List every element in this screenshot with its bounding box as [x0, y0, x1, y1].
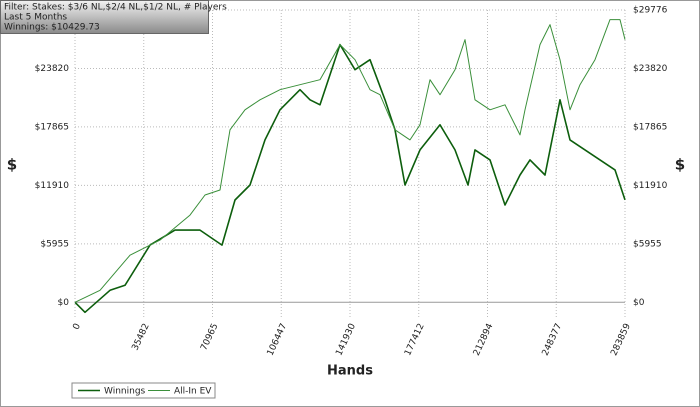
x-tick-label: 0	[71, 322, 83, 332]
y-tick-label: $5955	[40, 239, 69, 249]
filter-text: Filter: Stakes: $3/6 NL,$2/4 NL,$1/2 NL,…	[4, 3, 227, 13]
legend-label: All-In EV	[174, 387, 212, 397]
y-tick-label: $11910	[35, 181, 70, 191]
y-tick-label: $23820	[35, 64, 70, 74]
filter-text: Last 5 Months	[4, 13, 67, 23]
filter-text: Winnings: $10429.73	[4, 23, 100, 33]
filter-box	[0, 0, 209, 34]
y2-tick-label: $11910	[633, 181, 668, 191]
legend-label: Winnings	[104, 387, 146, 397]
y2-axis-label: $	[675, 156, 685, 174]
y-tick-label: $17865	[35, 122, 69, 132]
y2-tick-label: $23820	[633, 64, 668, 74]
x-axis-label: Hands	[327, 364, 373, 379]
y2-tick-label: $5955	[633, 239, 662, 249]
line-series	[74, 43, 626, 314]
y2-tick-label: $29776	[633, 6, 668, 16]
y-tick-label: $0	[58, 298, 70, 308]
y2-tick-label: $0	[633, 298, 645, 308]
legend-box	[71, 382, 216, 399]
y-axis-label: $	[7, 156, 17, 174]
line-series	[74, 19, 626, 303]
y2-tick-label: $17865	[633, 122, 667, 132]
